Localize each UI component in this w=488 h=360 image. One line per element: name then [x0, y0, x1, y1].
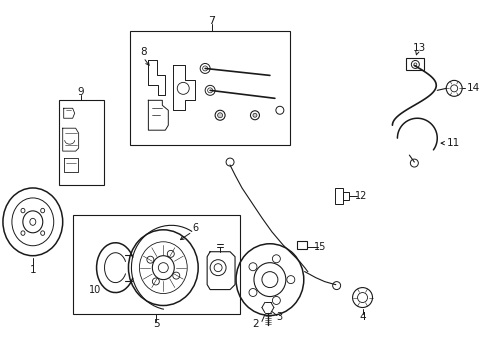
Circle shape: [252, 113, 256, 117]
Text: 9: 9: [77, 87, 84, 97]
Text: 15: 15: [313, 242, 325, 252]
Text: 8: 8: [140, 48, 146, 58]
Bar: [59, 100, 103, 185]
Text: 14: 14: [466, 84, 479, 93]
Text: 5: 5: [153, 319, 159, 329]
Text: 4: 4: [359, 312, 365, 323]
Text: 1: 1: [29, 265, 36, 275]
Text: 10: 10: [89, 284, 102, 294]
Bar: [406, 58, 424, 71]
Bar: [334, 188, 342, 204]
Circle shape: [217, 113, 222, 118]
Text: 12: 12: [355, 191, 367, 201]
Bar: [73, 215, 240, 315]
Bar: [130, 31, 289, 145]
Text: 3: 3: [276, 312, 283, 323]
Text: 13: 13: [412, 42, 425, 53]
Bar: [296, 241, 306, 249]
Text: 2: 2: [252, 319, 259, 329]
Bar: [342, 192, 348, 200]
Text: 7: 7: [208, 15, 215, 26]
Text: 11: 11: [447, 138, 460, 148]
Text: 6: 6: [192, 223, 198, 233]
